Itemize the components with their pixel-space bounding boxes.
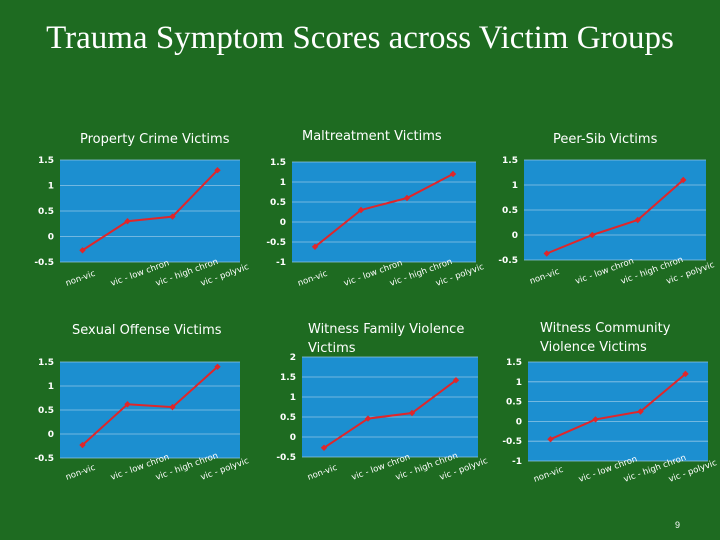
- chart-title-maltreatment: Maltreatment Victims: [302, 129, 442, 144]
- y-tick-label: 0: [290, 433, 296, 443]
- y-tick-label: -0.5: [276, 453, 296, 463]
- y-tick-label: 1: [280, 178, 286, 188]
- series-line: [81, 366, 219, 446]
- series-line: [81, 169, 219, 252]
- data-point: [311, 243, 319, 250]
- y-tick-label: 1: [512, 181, 518, 191]
- data-point: [79, 441, 86, 449]
- y-tick-label: 1.5: [506, 358, 522, 368]
- chart-title-sexual-offense: Sexual Offense Victims: [72, 323, 222, 338]
- x-category-label: non-vic: [532, 465, 565, 485]
- y-tick-label: 0.5: [280, 413, 296, 423]
- data-point: [357, 206, 365, 214]
- y-tick-label: 1: [516, 378, 522, 388]
- y-tick-label: 0: [48, 233, 54, 243]
- y-tick-label: -1: [276, 258, 286, 268]
- y-tick-label: -1: [512, 457, 522, 467]
- data-point: [403, 194, 411, 202]
- plot-area: [528, 362, 708, 461]
- data-point: [79, 247, 86, 254]
- chart-title-witness-family: Witness Family Violence Victims: [308, 322, 465, 356]
- y-tick-label: 0: [512, 231, 518, 241]
- y-tick-label: 0: [516, 417, 522, 427]
- y-tick-label: -0.5: [498, 256, 518, 266]
- data-point: [364, 415, 372, 422]
- y-tick-label: 0.5: [38, 406, 54, 416]
- data-point: [214, 363, 221, 370]
- y-tick-label: 1.5: [502, 156, 518, 166]
- chart-title-peer-sib: Peer-Sib Victims: [553, 132, 658, 147]
- y-tick-label: 1.5: [270, 158, 286, 168]
- y-tick-label: 1: [48, 382, 54, 392]
- chart-title-property-crime: Property Crime Victims: [80, 132, 230, 147]
- y-tick-label: 0.5: [502, 206, 518, 216]
- slide-number: 9: [674, 520, 680, 530]
- series-line: [323, 379, 457, 449]
- data-point: [680, 176, 687, 184]
- data-point: [449, 170, 457, 178]
- y-tick-label: -0.5: [266, 238, 286, 248]
- x-category-label: non-vic: [306, 463, 339, 483]
- series-line: [546, 179, 684, 255]
- y-tick-label: 0: [48, 430, 54, 440]
- y-tick-label: 2: [290, 353, 296, 363]
- y-tick-label: -0.5: [502, 437, 522, 447]
- y-tick-label: 1.5: [280, 373, 296, 383]
- y-tick-label: -0.5: [34, 258, 54, 268]
- chart-title-witness-community: Witness Community Violence Victims: [540, 321, 671, 355]
- data-point: [637, 408, 644, 415]
- data-point: [320, 444, 328, 451]
- plot-area: [302, 357, 478, 457]
- y-tick-label: 0.5: [38, 207, 54, 217]
- data-point: [682, 370, 689, 378]
- data-point: [124, 218, 131, 225]
- data-point: [124, 401, 131, 408]
- y-tick-label: 0.5: [270, 198, 286, 208]
- y-tick-label: 1: [48, 182, 54, 192]
- series-line: [314, 173, 454, 248]
- data-point: [452, 377, 460, 384]
- x-category-label: non-vic: [64, 269, 97, 289]
- data-point: [408, 409, 416, 417]
- data-point: [547, 436, 554, 443]
- y-tick-label: 1.5: [38, 156, 54, 166]
- x-category-label: non-vic: [528, 267, 561, 287]
- y-tick-label: 0.5: [506, 398, 522, 408]
- data-point: [592, 416, 599, 423]
- data-point: [634, 216, 641, 224]
- x-category-label: non-vic: [297, 269, 330, 289]
- x-category-label: non-vic: [64, 463, 97, 483]
- data-point: [589, 231, 596, 239]
- y-tick-label: 1: [290, 393, 296, 403]
- data-point: [169, 403, 176, 411]
- y-tick-label: 1.5: [38, 358, 54, 368]
- data-point: [169, 213, 176, 220]
- y-tick-label: -0.5: [34, 454, 54, 464]
- series-line: [550, 373, 687, 441]
- y-tick-label: 0: [280, 218, 286, 228]
- data-point: [214, 167, 221, 174]
- data-point: [543, 250, 550, 257]
- slide-title: Trauma Symptom Scores across Victim Grou…: [46, 20, 674, 56]
